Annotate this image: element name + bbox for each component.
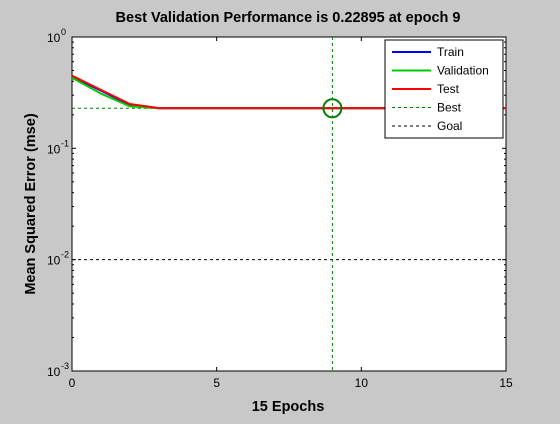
y-tick-label-base: 10 [47, 142, 61, 156]
legend-label-best: Best [437, 101, 462, 115]
y-tick-label-exponent: -3 [61, 361, 69, 371]
legend-label-validation: Validation [437, 64, 489, 78]
y-tick-label-base: 10 [47, 31, 61, 45]
legend-label-goal: Goal [437, 119, 462, 133]
legend-label-test: Test [437, 82, 460, 96]
x-tick-label: 5 [213, 376, 220, 390]
x-tick-label: 10 [355, 376, 369, 390]
y-axis-label: Mean Squared Error (mse) [23, 113, 39, 294]
legend: Train Validation Test Best Goal [384, 39, 504, 139]
y-tick-label-exponent: 0 [61, 27, 66, 37]
y-tick-label-exponent: -1 [61, 138, 69, 148]
best-marker [322, 98, 343, 119]
x-tick-label: 0 [69, 376, 76, 390]
y-tick-label-base: 10 [47, 254, 61, 268]
y-tick-label-base: 10 [47, 365, 61, 379]
x-tick-label: 15 [499, 376, 513, 390]
y-tick-label-exponent: -2 [61, 250, 69, 260]
best-marker-group [322, 98, 343, 119]
chart-title: Best Validation Performance is 0.22895 a… [116, 10, 461, 26]
x-axis-label: 15 Epochs [252, 399, 325, 415]
legend-label-train: Train [437, 45, 464, 59]
